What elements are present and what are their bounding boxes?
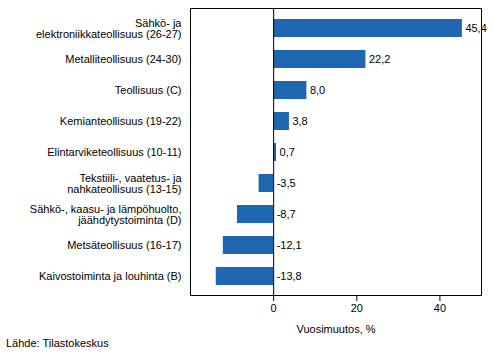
svg-text:45,4: 45,4: [465, 22, 486, 34]
svg-text:20: 20: [351, 302, 363, 314]
svg-text:Teollisuus (C): Teollisuus (C): [115, 84, 182, 96]
svg-text:-3,5: -3,5: [277, 177, 296, 189]
svg-text:Metsäteollisuus (16-17): Metsäteollisuus (16-17): [67, 239, 181, 251]
svg-text:8,0: 8,0: [310, 84, 325, 96]
svg-text:3,8: 3,8: [292, 115, 307, 127]
svg-text:Vuosimuutos, %: Vuosimuutos, %: [296, 323, 375, 335]
html-text:Lähde: Tilastokeskus: Lähde: Tilastokeskus: [6, 337, 109, 349]
svg-text:Elintarviketeollisuus (10-11): Elintarviketeollisuus (10-11): [47, 146, 181, 158]
svg-text:0,7: 0,7: [280, 146, 295, 158]
svg-text:Kemianteollisuus (19-22): Kemianteollisuus (19-22): [60, 115, 182, 127]
svg-text:Sähkö- jaelektroniikkateollisu: Sähkö- jaelektroniikkateollisuus (26-27): [36, 17, 182, 40]
svg-text:-8,7: -8,7: [277, 208, 296, 220]
svg-text:-13,8: -13,8: [277, 270, 302, 282]
svg-text:-12,1: -12,1: [277, 239, 302, 251]
svg-text:0: 0: [271, 302, 277, 314]
svg-text:22,2: 22,2: [369, 53, 390, 65]
svg-text:40: 40: [434, 302, 446, 314]
svg-text:Sähkö-, kaasu- ja lämpöhuolto,: Sähkö-, kaasu- ja lämpöhuolto,jäähdytyst…: [30, 203, 182, 226]
svg-text:Metalliteollisuus (24-30): Metalliteollisuus (24-30): [65, 53, 181, 65]
svg-text:Tekstiili-, vaatetus- janahkat: Tekstiili-, vaatetus- janahkateollisuus …: [67, 172, 182, 195]
svg-text:Kaivostoiminta ja louhinta (B): Kaivostoiminta ja louhinta (B): [39, 270, 181, 282]
